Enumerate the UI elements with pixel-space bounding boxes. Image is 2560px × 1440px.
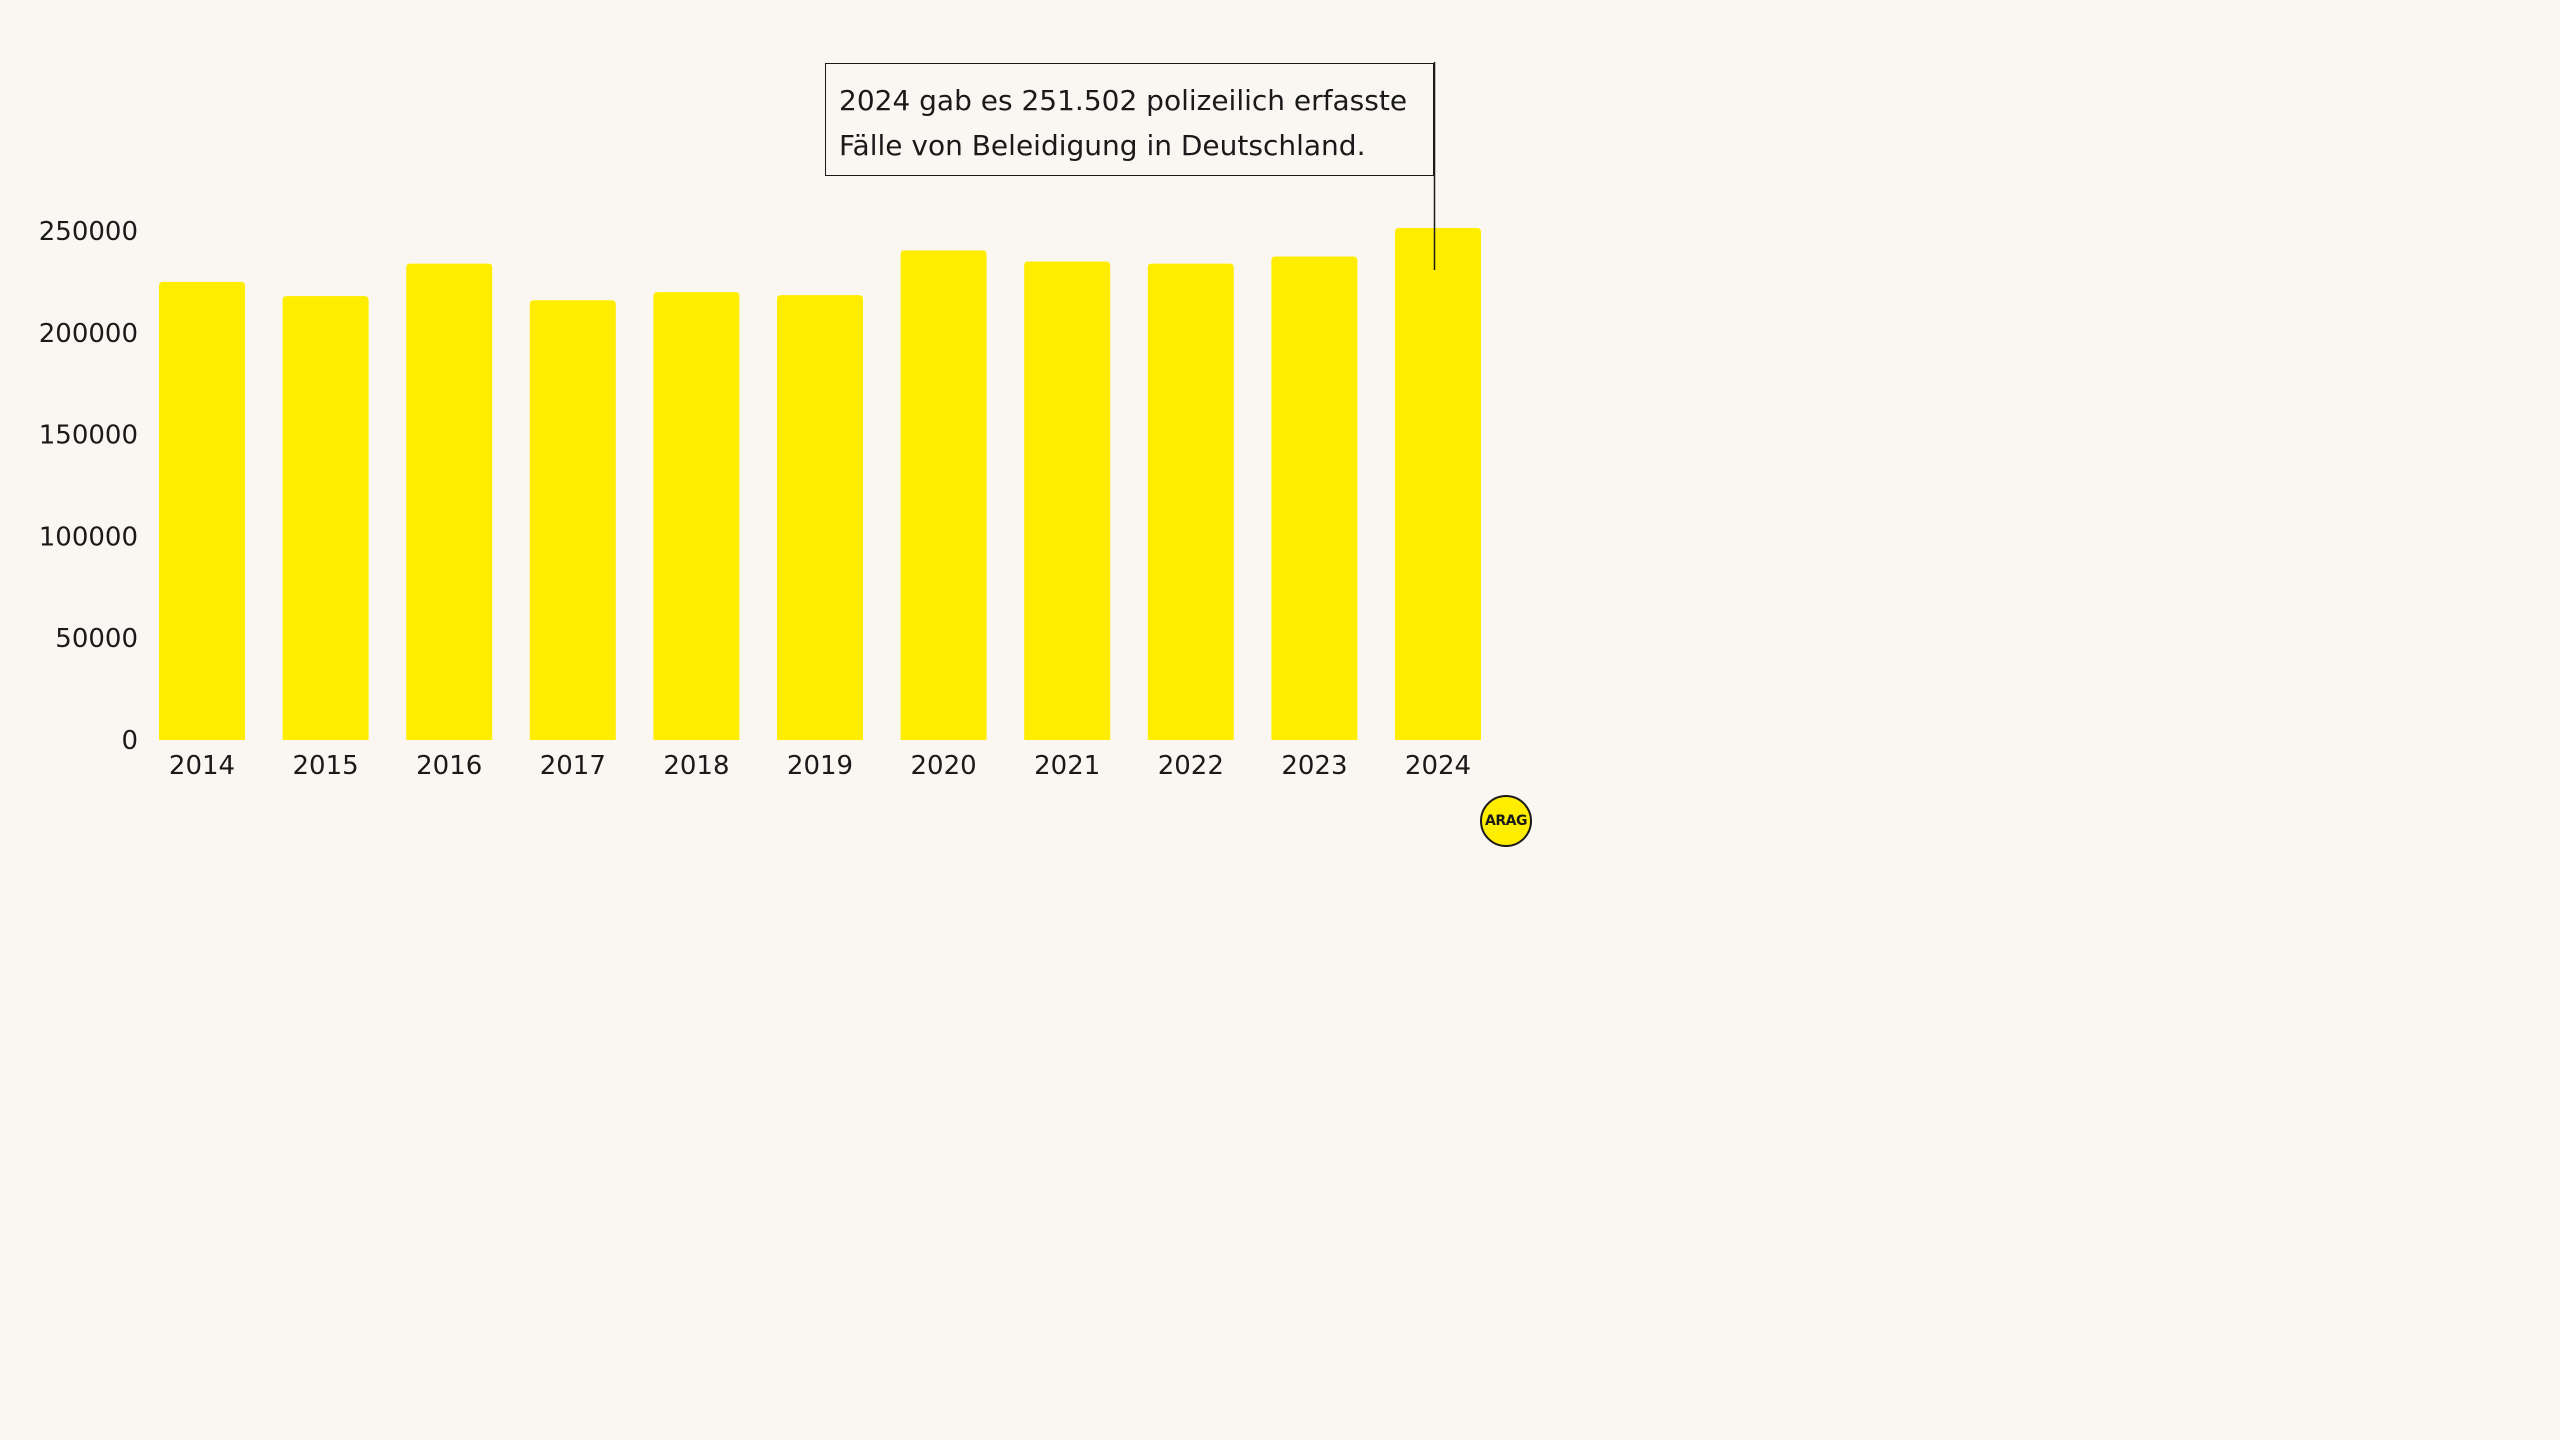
annotation-callout: 2024 gab es 251.502 polizeilich erfasste… [825, 63, 1434, 176]
bar-2018 [653, 292, 740, 740]
y-tick-label: 150000 [39, 421, 138, 451]
x-tick-label: 2019 [787, 751, 853, 781]
bar-2015 [282, 296, 369, 740]
x-tick-label: 2020 [911, 751, 977, 781]
annotation-line-2: Fälle von Beleidigung in Deutschland. [839, 129, 1366, 162]
x-tick-label: 2022 [1158, 751, 1224, 781]
bar-2024 [1395, 227, 1481, 741]
bar-2023 [1271, 256, 1358, 740]
x-tick-label: 2015 [293, 751, 359, 781]
x-tick-label: 2023 [1281, 751, 1347, 781]
bar-2022 [1147, 263, 1234, 740]
bar-2017 [529, 300, 616, 740]
y-tick-label: 50000 [55, 624, 138, 654]
y-tick-label: 250000 [39, 217, 138, 247]
y-axis-ticks: 0 50000 100000 150000 200000 250000 [39, 217, 138, 756]
bar-2016 [406, 263, 493, 740]
y-tick-label: 200000 [39, 319, 138, 349]
bar-2019 [777, 295, 863, 740]
arag-logo: ARAG [1480, 795, 1532, 847]
x-tick-label: 2021 [1034, 751, 1100, 781]
annotation-line-1: 2024 gab es 251.502 polizeilich erfasste [839, 84, 1408, 117]
x-tick-label: 2017 [540, 751, 606, 781]
y-tick-label: 0 [121, 726, 138, 756]
bar-2021 [1024, 261, 1111, 740]
x-tick-label: 2016 [416, 751, 482, 781]
x-tick-label: 2024 [1405, 751, 1471, 781]
x-tick-label: 2018 [663, 751, 729, 781]
y-tick-label: 100000 [39, 522, 138, 552]
bars-group [159, 227, 1481, 741]
x-tick-label: 2014 [169, 751, 235, 781]
bar-2020 [900, 250, 987, 741]
x-axis-ticks: 2014 2015 2016 2017 2018 2019 2020 2021 2022 2023… [169, 751, 1471, 781]
logo-text: ARAG [1485, 813, 1527, 829]
bar-2014 [159, 281, 245, 740]
